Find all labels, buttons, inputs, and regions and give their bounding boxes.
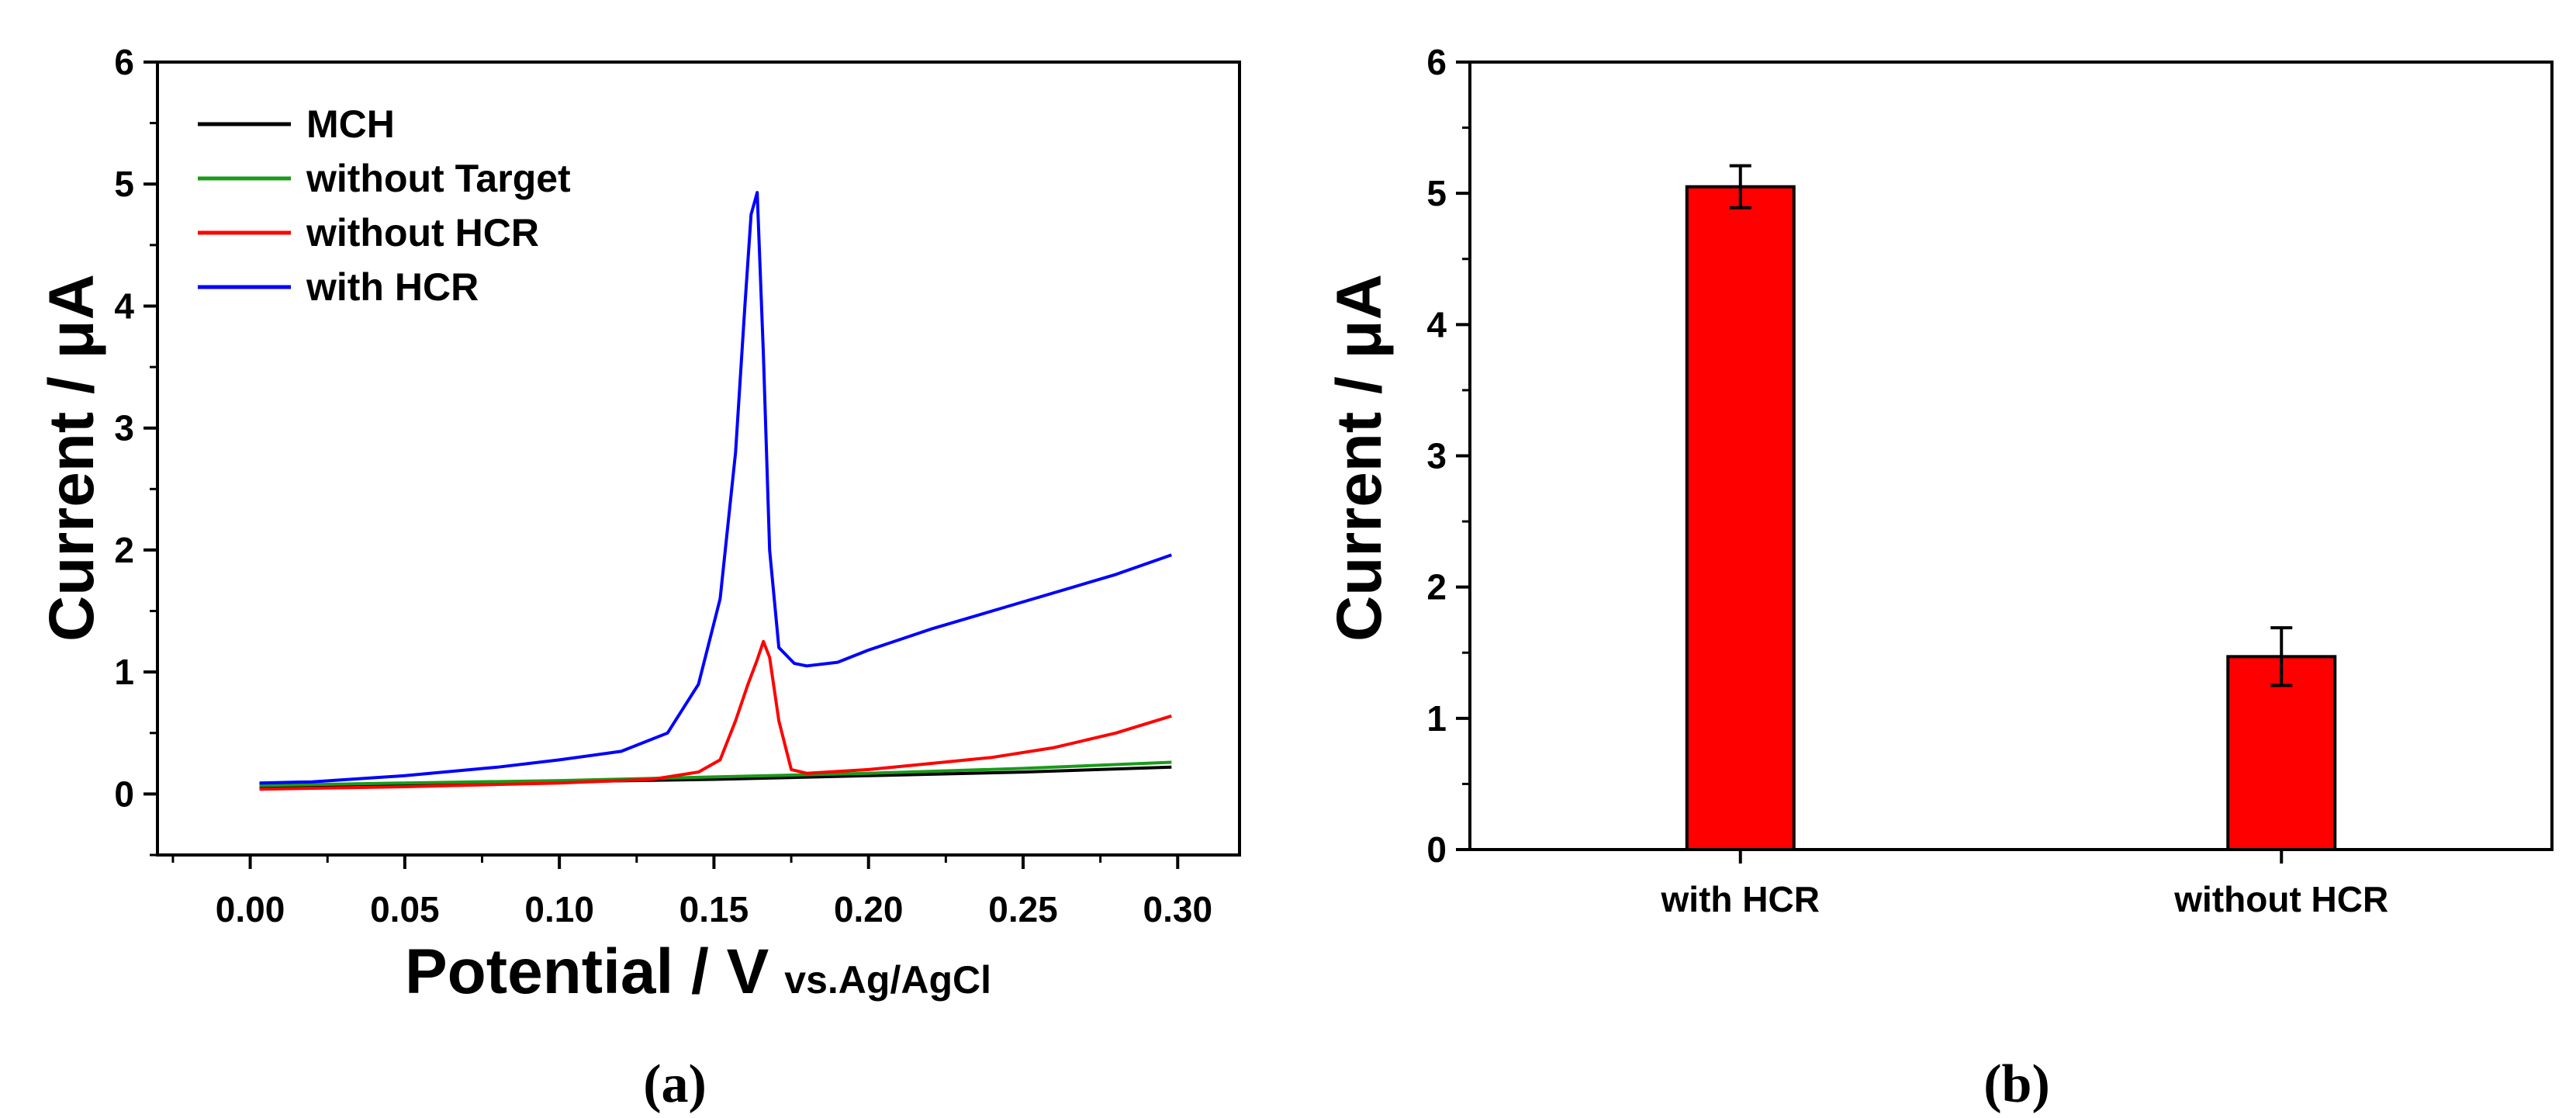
panel-a-y-tick-label: 3 <box>114 408 134 448</box>
legend-label-mch: MCH <box>306 102 395 146</box>
panel-a-y-tick-label: 5 <box>114 164 134 204</box>
category-label-without-hcr: without HCR <box>2173 879 2388 919</box>
panel-a-y-tick-labels: 0 1 2 3 4 5 6 <box>114 42 134 814</box>
panel-a-x-tick-label: 0.25 <box>988 889 1058 929</box>
panel-a-x-tick-label: 0.10 <box>524 889 594 929</box>
panel-b-y-tick-label: 2 <box>1426 567 1447 607</box>
panel-b-plot-frame <box>1468 61 2554 851</box>
panel-a-series-line-without-hcr <box>259 639 1172 791</box>
panel-a-y-tick-label: 4 <box>114 286 134 326</box>
panel-a-x-axis-title-suffix: vs.Ag/AgCl <box>784 958 991 1002</box>
panel-a-x-tick-label: 0.15 <box>679 889 749 929</box>
category-label-with-hcr: with HCR <box>1661 879 1820 919</box>
legend-label-without-hcr: without HCR <box>306 211 539 254</box>
panel-a-x-tick-label: 0.30 <box>1143 889 1213 929</box>
panel-a-series-layer <box>259 191 1172 791</box>
panel-a-label: (a) <box>643 1054 707 1114</box>
panel-a-y-axis-title: Current / μA <box>36 274 107 642</box>
panel-b: 0 1 2 3 4 5 6 with HCR without HCR Current / μA… <box>1324 42 2554 1114</box>
panel-b-y-tick-label: 6 <box>1426 42 1447 82</box>
legend-label-with-hcr: with HCR <box>306 265 479 309</box>
panel-a-series-line-without-target <box>259 760 1172 787</box>
panel-a: 0.00 0.05 0.10 0.15 0.20 0.25 0.30 0 1 2 3 4 5 6 MCH… <box>36 42 1241 1114</box>
panel-a-y-tick-label: 1 <box>114 652 134 692</box>
panel-a-x-tick-label: 0.00 <box>216 889 285 929</box>
panel-a-y-tick-label: 0 <box>114 774 134 814</box>
panel-b-y-tick-labels: 0 1 2 3 4 5 6 <box>1426 42 1447 870</box>
panel-a-y-tick-label: 2 <box>114 530 134 570</box>
legend-label-without-target: without Target <box>306 157 571 200</box>
panel-a-x-axis-title: Potential / V vs.Ag/AgCl <box>405 936 991 1007</box>
panel-b-ticks <box>1456 61 2284 864</box>
bar-with-hcr <box>1685 185 1796 852</box>
panel-b-y-tick-label: 3 <box>1426 436 1447 476</box>
panel-b-bars-layer <box>1685 164 2337 852</box>
panel-a-x-tick-label: 0.05 <box>370 889 440 929</box>
panel-a-y-tick-label: 6 <box>114 42 134 82</box>
panel-b-y-tick-label: 5 <box>1426 173 1447 213</box>
panel-b-y-tick-label: 4 <box>1426 304 1447 344</box>
panel-a-x-tick-labels: 0.00 0.05 0.10 0.15 0.20 0.25 0.30 <box>216 889 1212 929</box>
panel-a-series-line-with-hcr <box>259 191 1172 785</box>
panel-a-ticks <box>143 61 1180 869</box>
panel-b-y-tick-label: 0 <box>1426 829 1447 870</box>
panel-a-legend: MCH without Target without HCR with HCR <box>198 102 571 309</box>
panel-b-category-labels: with HCR without HCR <box>1661 879 2389 919</box>
panel-a-x-axis-title-main: Potential / V <box>405 936 769 1007</box>
panel-b-y-tick-label: 1 <box>1426 698 1447 739</box>
panel-b-y-axis-title: Current / μA <box>1324 274 1395 642</box>
panel-a-plot-frame <box>156 61 1241 857</box>
panel-a-x-tick-label: 0.20 <box>834 889 904 929</box>
panel-b-label: (b) <box>1983 1054 2050 1114</box>
